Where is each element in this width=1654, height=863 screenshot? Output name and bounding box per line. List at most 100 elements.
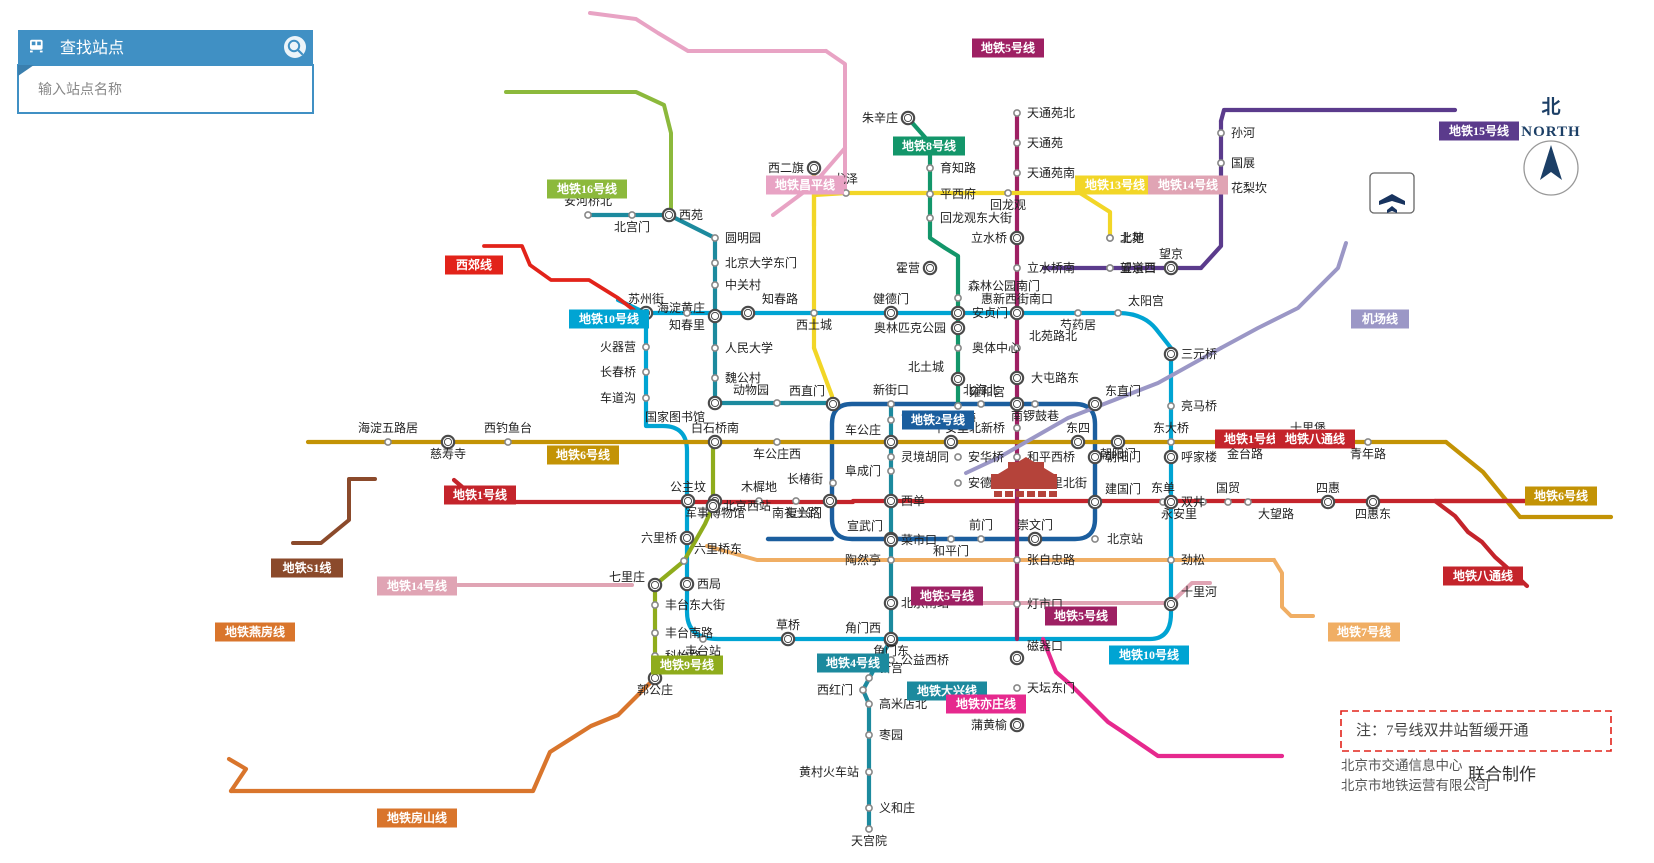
svg-text:奥林匹克公园: 奥林匹克公园 [874, 321, 946, 335]
svg-text:地铁8号线: 地铁8号线 [902, 138, 956, 153]
svg-text:西单: 西单 [901, 494, 925, 508]
svg-text:菜市口: 菜市口 [901, 532, 937, 547]
svg-text:角门西: 角门西 [845, 620, 881, 635]
svg-text:地铁燕房线: 地铁燕房线 [225, 624, 285, 639]
svg-text:长椿街: 长椿街 [787, 472, 823, 486]
svg-text:地铁八通线: 地铁八通线 [1453, 568, 1513, 583]
svg-text:知春里: 知春里 [669, 318, 705, 332]
svg-text:西郊线: 西郊线 [456, 257, 492, 272]
svg-text:立水桥南: 立水桥南 [1027, 260, 1075, 275]
svg-text:地铁6号线: 地铁6号线 [556, 447, 610, 462]
svg-text:人民大学: 人民大学 [725, 340, 773, 355]
svg-text:联合制作: 联合制作 [1468, 765, 1536, 784]
svg-text:木樨地: 木樨地 [741, 480, 777, 494]
svg-text:车道沟: 车道沟 [600, 390, 636, 405]
svg-text:车公庄: 车公庄 [845, 422, 881, 437]
svg-text:磁器口: 磁器口 [1027, 638, 1063, 653]
svg-text:天通苑: 天通苑 [1027, 136, 1063, 150]
svg-text:地铁4号线: 地铁4号线 [826, 655, 880, 670]
svg-text:平西府: 平西府 [940, 186, 976, 201]
svg-text:地铁1号线: 地铁1号线 [1224, 431, 1278, 446]
svg-text:呼家楼: 呼家楼 [1181, 449, 1217, 464]
svg-text:东四: 东四 [1066, 421, 1090, 435]
svg-text:劲松: 劲松 [1181, 553, 1205, 567]
svg-text:枣园: 枣园 [879, 728, 903, 742]
svg-text:地铁10号线: 地铁10号线 [1119, 647, 1179, 662]
svg-text:西二旗: 西二旗 [768, 160, 804, 175]
svg-text:和平西桥: 和平西桥 [1027, 450, 1075, 464]
svg-text:前门: 前门 [969, 517, 993, 532]
svg-text:慈寿寺: 慈寿寺 [430, 446, 466, 461]
svg-text:惠新西街南口: 惠新西街南口 [981, 291, 1053, 306]
svg-text:望京西: 望京西 [1120, 261, 1156, 275]
svg-text:蒲黄榆: 蒲黄榆 [971, 717, 1007, 732]
svg-text:查找站点: 查找站点 [60, 39, 124, 57]
svg-text:七里庄: 七里庄 [609, 569, 645, 584]
svg-text:崇文门: 崇文门 [1017, 517, 1053, 532]
svg-text:西直门: 西直门 [789, 383, 825, 398]
svg-text:NORTH: NORTH [1521, 124, 1580, 140]
svg-text:地铁2号线: 地铁2号线 [911, 412, 965, 427]
svg-text:黄村火车站: 黄村火车站 [799, 764, 859, 779]
svg-text:国展: 国展 [1231, 156, 1255, 170]
svg-text:复兴门: 复兴门 [786, 505, 822, 520]
svg-text:车公庄西: 车公庄西 [753, 446, 801, 461]
svg-text:回龙观: 回龙观 [990, 198, 1026, 212]
svg-text:地铁5号线: 地铁5号线 [920, 588, 974, 603]
svg-text:地铁15号线: 地铁15号线 [1449, 123, 1509, 138]
svg-text:地铁亦庄线: 地铁亦庄线 [956, 696, 1016, 711]
svg-text:地铁10号线: 地铁10号线 [579, 311, 639, 326]
svg-text:天通苑北: 天通苑北 [1027, 106, 1075, 120]
svg-text:地铁9号线: 地铁9号线 [660, 657, 714, 672]
svg-text:和平门: 和平门 [933, 543, 969, 558]
svg-text:海淀五路居: 海淀五路居 [358, 420, 418, 435]
svg-text:动物园: 动物园 [733, 383, 769, 397]
svg-text:地铁16号线: 地铁16号线 [557, 181, 617, 196]
svg-text:张自忠路: 张自忠路 [1027, 552, 1075, 567]
svg-text:海淀黄庄: 海淀黄庄 [657, 300, 705, 315]
svg-text:奥体中心: 奥体中心 [972, 340, 1020, 355]
svg-text:十里河: 十里河 [1181, 585, 1217, 599]
svg-text:郭公庄: 郭公庄 [637, 682, 673, 697]
svg-text:白石桥南: 白石桥南 [691, 420, 739, 435]
svg-text:西局: 西局 [697, 577, 721, 591]
svg-text:大屯路东: 大屯路东 [1031, 370, 1079, 385]
svg-text:地铁5号线: 地铁5号线 [1054, 608, 1108, 623]
svg-text:注：7号线双井站暂缓开通: 注：7号线双井站暂缓开通 [1356, 722, 1529, 739]
svg-text:天坛东门: 天坛东门 [1027, 680, 1075, 695]
svg-text:宣武门: 宣武门 [847, 518, 883, 533]
svg-text:地铁6号线: 地铁6号线 [1534, 488, 1588, 503]
svg-text:西苑: 西苑 [679, 208, 703, 222]
svg-text:朝阳门: 朝阳门 [1100, 446, 1136, 461]
svg-text:输入站点名称: 输入站点名称 [38, 82, 122, 98]
svg-text:地铁14号线: 地铁14号线 [387, 578, 447, 593]
svg-text:花梨坎: 花梨坎 [1231, 180, 1267, 195]
svg-text:北土城: 北土城 [908, 360, 944, 374]
svg-text:四惠东: 四惠东 [1355, 507, 1391, 521]
svg-text:地铁房山线: 地铁房山线 [387, 810, 447, 825]
svg-text:国贸: 国贸 [1216, 481, 1240, 495]
svg-text:大望路: 大望路 [1258, 506, 1294, 521]
svg-text:孙河: 孙河 [1231, 126, 1255, 140]
svg-text:西红门: 西红门 [817, 682, 853, 697]
svg-text:知春路: 知春路 [762, 291, 798, 306]
svg-text:地铁昌平线: 地铁昌平线 [775, 177, 835, 192]
svg-text:陶然亭: 陶然亭 [845, 552, 881, 567]
svg-text:亮马桥: 亮马桥 [1181, 398, 1217, 413]
svg-text:北苑: 北苑 [1120, 231, 1144, 245]
svg-text:新街口: 新街口 [873, 382, 909, 397]
svg-text:北苑路北: 北苑路北 [1029, 328, 1077, 343]
svg-text:地铁13号线: 地铁13号线 [1085, 177, 1145, 192]
svg-text:圆明园: 圆明园 [725, 231, 761, 245]
svg-text:西土城: 西土城 [796, 318, 832, 332]
svg-text:北京大学东门: 北京大学东门 [725, 255, 797, 270]
svg-text:长春桥: 长春桥 [600, 365, 636, 379]
svg-text:义和庄: 义和庄 [879, 800, 915, 815]
svg-text:健德门: 健德门 [873, 291, 909, 306]
svg-text:丰台南路: 丰台南路 [665, 625, 713, 640]
svg-text:北: 北 [1541, 96, 1560, 118]
svg-text:东单: 东单 [1151, 481, 1175, 495]
svg-text:朱辛庄: 朱辛庄 [862, 110, 898, 125]
svg-text:北宫门: 北宫门 [614, 219, 650, 234]
svg-text:六里桥东: 六里桥东 [694, 542, 742, 556]
